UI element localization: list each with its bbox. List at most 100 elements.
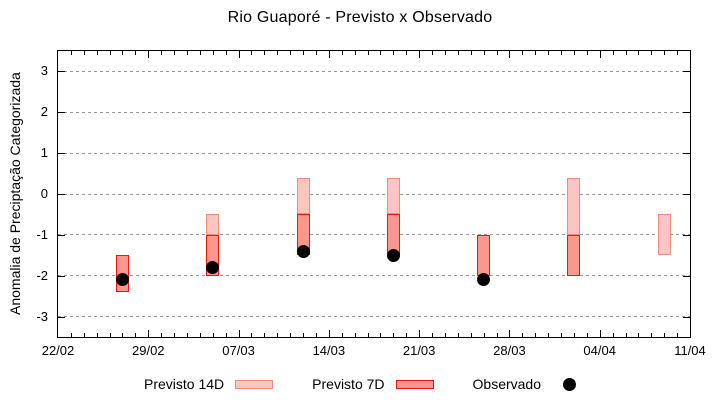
x-tick-mark bbox=[470, 51, 472, 55]
x-tick-mark bbox=[199, 51, 201, 55]
y-tick-mark bbox=[683, 234, 690, 236]
x-tick-mark bbox=[161, 51, 163, 55]
x-tick-mark bbox=[186, 333, 188, 337]
x-tick-mark bbox=[238, 330, 240, 337]
y-tick-mark bbox=[683, 71, 690, 73]
legend-label-previsto-7d: Previsto 7D bbox=[312, 376, 385, 392]
x-tick-mark bbox=[135, 333, 137, 337]
x-tick-mark bbox=[225, 51, 227, 55]
x-tick-mark bbox=[277, 51, 279, 55]
y-tick-mark bbox=[58, 153, 65, 155]
legend-item-previsto-7d: Previsto 7D bbox=[312, 376, 434, 392]
legend: Previsto 14D Previsto 7D Observado bbox=[0, 373, 720, 395]
y-tick-label: 0 bbox=[40, 186, 48, 201]
x-tick-label: 22/02 bbox=[41, 343, 75, 358]
gridline bbox=[58, 70, 690, 72]
x-tick-mark bbox=[328, 51, 330, 58]
gridline bbox=[58, 152, 690, 154]
x-tick-mark bbox=[290, 333, 292, 337]
x-tick-mark bbox=[303, 333, 305, 337]
x-tick-mark bbox=[522, 51, 524, 55]
x-tick-label: 14/03 bbox=[312, 343, 346, 358]
gridline bbox=[58, 316, 690, 318]
x-tick-mark bbox=[70, 333, 72, 337]
x-tick-mark bbox=[122, 333, 124, 337]
x-tick-mark bbox=[651, 333, 653, 337]
x-tick-mark bbox=[354, 333, 356, 337]
x-tick-mark bbox=[109, 51, 111, 55]
x-tick-mark bbox=[599, 51, 601, 58]
x-tick-mark bbox=[496, 51, 498, 55]
x-tick-mark bbox=[393, 333, 395, 337]
x-tick-label: 07/03 bbox=[222, 343, 255, 358]
x-tick-mark bbox=[509, 51, 511, 58]
chart-title: Rio Guaporé - Previsto x Observado bbox=[227, 9, 493, 26]
x-tick-mark bbox=[393, 51, 395, 55]
x-tick-mark bbox=[122, 51, 124, 55]
x-tick-mark bbox=[264, 51, 266, 55]
observado-dot-icon bbox=[563, 377, 576, 391]
x-tick-mark bbox=[677, 333, 679, 337]
x-tick-label: 29/02 bbox=[132, 343, 165, 358]
x-tick-mark bbox=[303, 51, 305, 55]
x-tick-mark bbox=[444, 51, 446, 55]
x-tick-mark bbox=[432, 333, 434, 337]
y-tick-label: 3 bbox=[40, 63, 48, 79]
previsto-14d-swatch-icon bbox=[235, 379, 274, 389]
x-tick-mark bbox=[561, 333, 563, 337]
x-tick-mark bbox=[225, 333, 227, 337]
y-tick-mark bbox=[58, 194, 65, 195]
x-tick-mark bbox=[174, 333, 176, 337]
x-tick-mark bbox=[677, 51, 679, 55]
y-tick-label: -2 bbox=[36, 267, 48, 283]
y-tick-label: -1 bbox=[36, 226, 48, 242]
x-tick-mark bbox=[586, 333, 588, 337]
x-tick-mark bbox=[277, 333, 279, 337]
x-tick-mark bbox=[599, 330, 601, 337]
x-tick-label: 04/04 bbox=[583, 343, 616, 358]
x-tick-mark bbox=[148, 51, 150, 58]
legend-item-previsto-14d: Previsto 14D bbox=[144, 376, 274, 392]
previsto-14d-bar bbox=[386, 177, 400, 215]
x-tick-mark bbox=[96, 333, 98, 337]
x-tick-mark bbox=[625, 333, 627, 337]
gridline bbox=[58, 275, 690, 277]
previsto-7d-swatch-icon bbox=[395, 379, 434, 389]
y-tick-mark bbox=[58, 234, 65, 236]
x-tick-mark bbox=[109, 333, 111, 337]
y-tick-mark bbox=[683, 275, 690, 277]
observado-point bbox=[477, 273, 491, 287]
x-tick-mark bbox=[406, 51, 408, 55]
x-tick-mark bbox=[612, 51, 614, 55]
x-tick-mark bbox=[251, 51, 253, 55]
x-tick-mark bbox=[419, 51, 421, 58]
x-tick-mark bbox=[573, 333, 575, 337]
x-tick-mark bbox=[367, 333, 369, 337]
x-tick-mark bbox=[315, 333, 317, 337]
x-tick-mark bbox=[444, 333, 446, 337]
x-tick-mark bbox=[535, 333, 537, 337]
x-tick-mark bbox=[315, 51, 317, 55]
x-tick-mark bbox=[83, 51, 85, 55]
x-tick-mark bbox=[432, 51, 434, 55]
x-tick-mark bbox=[561, 51, 563, 55]
y-tick-label: 2 bbox=[40, 104, 48, 120]
previsto-14d-bar bbox=[206, 214, 220, 235]
legend-item-observado: Observado bbox=[473, 376, 576, 392]
x-tick-label: 28/03 bbox=[493, 343, 526, 358]
x-tick-mark bbox=[354, 51, 356, 55]
x-tick-mark bbox=[174, 51, 176, 55]
x-tick-mark bbox=[212, 51, 214, 55]
x-tick-mark bbox=[470, 333, 472, 337]
x-tick-mark bbox=[251, 333, 253, 337]
x-tick-mark bbox=[509, 330, 511, 337]
x-tick-mark bbox=[328, 330, 330, 337]
y-tick-mark bbox=[683, 153, 690, 155]
y-tick-mark bbox=[58, 275, 65, 277]
x-tick-label: 21/03 bbox=[402, 343, 436, 358]
x-tick-mark bbox=[522, 333, 524, 337]
x-tick-mark bbox=[664, 333, 666, 337]
observado-point bbox=[386, 248, 400, 262]
x-tick-mark bbox=[548, 333, 550, 337]
